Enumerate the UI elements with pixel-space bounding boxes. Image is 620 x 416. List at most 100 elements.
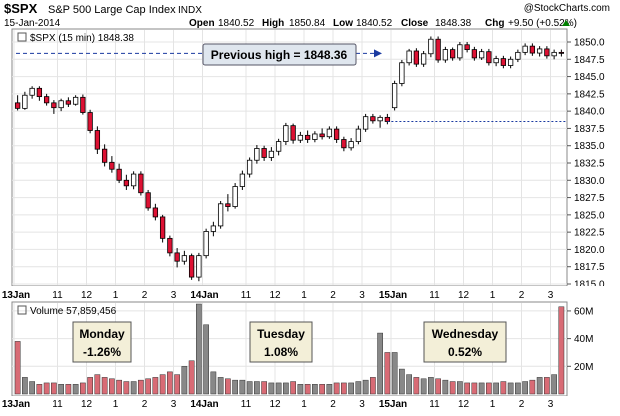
volume-bar xyxy=(159,374,166,395)
volume-bar xyxy=(130,381,137,395)
candle xyxy=(188,253,195,280)
candle-body xyxy=(145,192,151,209)
legend-label: $SPX (15 min) 1848.38 xyxy=(30,33,134,44)
close-label: Close xyxy=(401,18,429,29)
volume-bar xyxy=(109,378,115,395)
candle-body xyxy=(551,51,557,57)
day-box-monday: Monday -1.26% xyxy=(72,321,132,363)
candle xyxy=(297,131,304,143)
candle-body xyxy=(203,231,209,257)
candle xyxy=(529,43,536,56)
price-panel xyxy=(11,28,568,287)
volume-bar xyxy=(551,374,557,395)
price-tick-label: 1837.5 xyxy=(574,124,605,135)
candle-body xyxy=(101,148,108,163)
candle-body xyxy=(326,128,333,138)
up-arrow-icon xyxy=(562,20,570,26)
volume-bar xyxy=(196,303,202,395)
candle xyxy=(123,174,130,190)
candle xyxy=(442,46,449,63)
close-value: 1848.38 xyxy=(435,18,472,29)
volume-bar xyxy=(500,381,507,395)
candle xyxy=(29,86,35,99)
candle-body xyxy=(522,45,528,53)
candle xyxy=(261,145,267,161)
candle-body xyxy=(94,130,101,150)
candle-body xyxy=(312,133,318,140)
candle-body xyxy=(290,125,296,141)
index-name: S&P 500 Large Cap Index xyxy=(48,4,176,16)
candle-body xyxy=(304,134,311,140)
candle xyxy=(210,221,217,237)
candle-body xyxy=(420,53,427,65)
candle-body xyxy=(268,150,275,158)
volume-bar xyxy=(123,381,130,395)
volume-bar xyxy=(29,381,35,395)
candle-body xyxy=(152,207,159,218)
candle-body xyxy=(167,237,173,254)
price-tick-label: 1840.0 xyxy=(574,107,605,118)
volume-bar xyxy=(406,374,412,395)
candle xyxy=(391,80,398,111)
date: 15-Jan-2014 xyxy=(4,18,61,29)
volume-bar xyxy=(449,381,456,395)
candle xyxy=(544,46,550,59)
candle xyxy=(457,42,463,61)
volume-bar xyxy=(515,382,521,395)
volume-xaxis-band xyxy=(0,396,620,416)
arrow-right-icon xyxy=(374,49,382,58)
candle xyxy=(275,138,282,156)
volume-bar xyxy=(246,381,253,395)
volume-bar xyxy=(420,378,427,395)
volume-legend-icon xyxy=(17,305,27,315)
candle xyxy=(159,214,166,243)
volume-bar xyxy=(22,377,28,395)
candle-body xyxy=(406,50,412,64)
price-xaxis-band xyxy=(0,286,620,302)
candle xyxy=(558,49,565,57)
candle xyxy=(471,46,478,61)
volume-bar xyxy=(36,384,43,395)
candle xyxy=(58,98,64,112)
volume-x-tick-label: 14Jan xyxy=(190,399,218,410)
high-value: 1850.84 xyxy=(289,18,326,29)
candle-body xyxy=(14,102,21,109)
volume-bar xyxy=(384,352,391,395)
candle-body xyxy=(370,116,376,122)
price-axis: 1850.0 1847.5 1845.0 1842.5 1840.0 1837.5 1835… xyxy=(567,38,605,291)
candle-body xyxy=(261,148,267,158)
candle xyxy=(196,252,202,282)
candle xyxy=(14,95,21,111)
candle xyxy=(254,145,260,164)
candle xyxy=(239,170,246,190)
x-tick-label: 1 xyxy=(301,290,307,301)
candle xyxy=(145,189,151,211)
volume-x-tick-label: 12 xyxy=(269,399,281,410)
price-xaxis: 13Jan 11 12 1 2 3 14Jan 11 12 1 2 3 15Jan 11 12 1 2 3 xyxy=(2,290,554,301)
candle-body xyxy=(123,179,130,187)
volume-bar xyxy=(319,384,325,395)
candle-body xyxy=(544,48,550,57)
volume-bar xyxy=(399,368,405,395)
volume-bar xyxy=(435,378,441,395)
candle-body xyxy=(377,116,383,122)
candle xyxy=(87,109,93,134)
volume-bar xyxy=(312,384,318,395)
candle xyxy=(246,157,253,178)
x-tick-label: 2 xyxy=(142,290,148,301)
day-change: 0.52% xyxy=(448,345,482,359)
candle-body xyxy=(232,186,238,207)
volume-bar xyxy=(536,377,543,395)
price-tick-label: 1825.0 xyxy=(574,210,605,221)
day-change: -1.26% xyxy=(83,345,121,359)
candle xyxy=(225,194,231,212)
candle-body xyxy=(254,148,260,161)
x-tick-label: 3 xyxy=(171,290,177,301)
candle xyxy=(72,95,79,106)
volume-x-tick-label: 2 xyxy=(142,399,148,410)
candle-body xyxy=(36,87,43,98)
candle xyxy=(152,203,159,221)
candle-body xyxy=(58,100,64,109)
volume-bar xyxy=(80,382,86,395)
